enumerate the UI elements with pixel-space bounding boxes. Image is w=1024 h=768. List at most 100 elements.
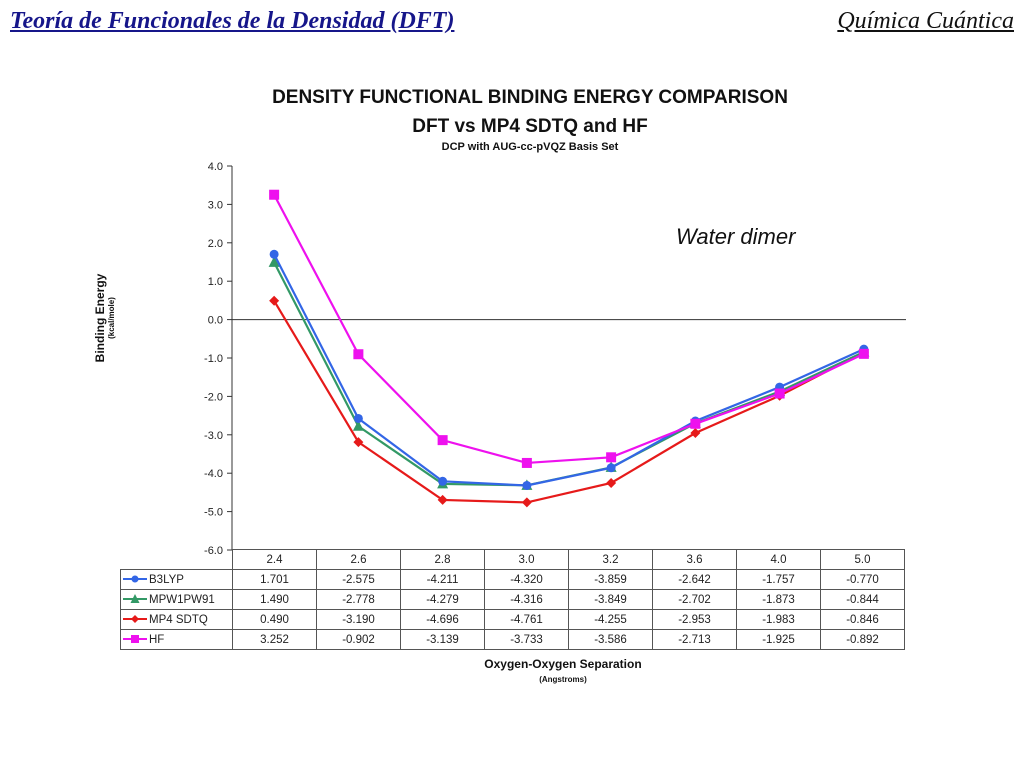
table-cell: -4.761 xyxy=(484,609,569,630)
legend-entry: MPW1PW91 xyxy=(120,589,233,610)
data-point-hf xyxy=(353,349,364,360)
x-tick-label: 3.2 xyxy=(568,549,653,570)
table-row: HF 3.252 -0.902 -3.139 -3.733 -3.586 -2.713 -1.… xyxy=(120,629,905,650)
table-cell: -1.873 xyxy=(736,589,821,610)
data-point-mp4-sdtq xyxy=(437,494,448,505)
legend-entry: MP4 SDTQ xyxy=(120,609,233,630)
x-tick-label: 5.0 xyxy=(820,549,905,570)
data-point-mp4-sdtq xyxy=(606,477,617,488)
table-cell: -0.844 xyxy=(820,589,905,610)
legend-entry: B3LYP xyxy=(120,569,233,590)
table-cell: -3.139 xyxy=(400,629,485,650)
legend-label: HF xyxy=(149,633,165,646)
table-cell: -2.953 xyxy=(652,609,737,630)
table-cell: 0.490 xyxy=(232,609,317,630)
y-tick-label: -3.0 xyxy=(204,430,223,442)
data-point-mpw1pw91 xyxy=(268,256,280,267)
table-corner xyxy=(120,549,233,570)
legend-key-icon xyxy=(123,635,147,644)
table-header-row: 2.4 2.6 2.8 3.0 3.2 3.6 4.0 5.0 xyxy=(120,549,905,570)
y-tick-label: 3.0 xyxy=(208,199,223,211)
table-cell: -0.902 xyxy=(316,629,401,650)
data-point-b3lyp xyxy=(353,413,363,423)
table-cell: -3.190 xyxy=(316,609,401,630)
slide-title: Teoría de Funcionales de la Densidad (DF… xyxy=(10,8,455,34)
table-cell: -0.770 xyxy=(820,569,905,590)
series-line-mpw1pw91 xyxy=(273,261,865,487)
data-point-hf xyxy=(774,388,785,399)
x-tick-label: 2.4 xyxy=(232,549,317,570)
data-point-mp4-sdtq xyxy=(690,427,701,438)
legend-key-icon xyxy=(123,594,147,604)
y-tick-label: 2.0 xyxy=(208,238,223,250)
y-tick-label: -4.0 xyxy=(204,468,223,480)
table-cell: -3.859 xyxy=(568,569,653,590)
table-cell: 1.490 xyxy=(232,589,317,610)
data-point-hf xyxy=(858,348,869,359)
data-point-hf xyxy=(606,452,617,463)
x-tick-label: 3.0 xyxy=(484,549,569,570)
table-cell: -2.575 xyxy=(316,569,401,590)
table-cell: -0.846 xyxy=(820,609,905,630)
chart-subtitle: DFT vs MP4 SDTQ and HF xyxy=(412,116,648,137)
table-cell: 3.252 xyxy=(232,629,317,650)
table-cell: -1.757 xyxy=(736,569,821,590)
series-line-hf xyxy=(273,194,865,465)
x-tick-label: 3.6 xyxy=(652,549,737,570)
table-cell: -3.586 xyxy=(568,629,653,650)
x-axis-label: Oxygen-Oxygen Separation xyxy=(484,657,642,671)
y-tick-label: -1.0 xyxy=(204,353,223,365)
table-cell: -2.702 xyxy=(652,589,737,610)
table-cell: -2.642 xyxy=(652,569,737,590)
chart-title: DENSITY FUNCTIONAL BINDING ENERGY COMPAR… xyxy=(272,87,788,108)
table-cell: -4.279 xyxy=(400,589,485,610)
table-cell: -4.320 xyxy=(484,569,569,590)
table-cell: -0.892 xyxy=(820,629,905,650)
y-tick-label: 0.0 xyxy=(208,315,223,327)
table-cell: -3.733 xyxy=(484,629,569,650)
data-point-hf xyxy=(437,435,448,446)
data-point-hf xyxy=(269,189,280,200)
table-cell: -4.211 xyxy=(400,569,485,590)
data-point-mp4-sdtq xyxy=(353,437,364,448)
table-cell: 1.701 xyxy=(232,569,317,590)
chart-annotation: Water dimer xyxy=(676,224,796,249)
data-point-b3lyp xyxy=(269,249,279,259)
data-point-hf xyxy=(521,457,532,468)
table-row: B3LYP 1.701 -2.575 -4.211 -4.320 -3.859 -2.642… xyxy=(120,569,905,590)
chart-subtitle-basis: DCP with AUG-cc-pVQZ Basis Set xyxy=(441,141,619,153)
legend-entry: HF xyxy=(120,629,233,650)
table-cell: -4.696 xyxy=(400,609,485,630)
data-point-hf xyxy=(690,418,701,429)
legend-key-icon xyxy=(123,615,147,624)
legend-label: MPW1PW91 xyxy=(149,593,215,606)
data-point-b3lyp xyxy=(606,463,616,473)
y-tick-label: 4.0 xyxy=(208,161,223,173)
data-point-mp4-sdtq xyxy=(521,497,532,508)
data-point-mp4-sdtq xyxy=(269,295,280,306)
x-tick-label: 2.8 xyxy=(400,549,485,570)
table-cell: -2.713 xyxy=(652,629,737,650)
table-row: MPW1PW91 1.490 -2.778 -4.279 -4.316 -3.849 -2.… xyxy=(120,589,905,610)
legend-label: B3LYP xyxy=(149,573,184,586)
y-tick-label: 1.0 xyxy=(208,276,223,288)
table-row: MP4 SDTQ 0.490 -3.190 -4.696 -4.761 -4.255 -2.… xyxy=(120,609,905,630)
series-line-mp4-sdtq xyxy=(273,300,865,504)
legend-key-icon xyxy=(123,575,147,583)
x-axis-units: (Angstroms) xyxy=(539,675,587,684)
data-point-b3lyp xyxy=(438,476,448,486)
table-cell: -2.778 xyxy=(316,589,401,610)
data-table: 2.4 2.6 2.8 3.0 3.2 3.6 4.0 5.0 B3LYP 1.701 -2.575… xyxy=(120,549,905,650)
x-tick-label: 2.6 xyxy=(316,549,401,570)
data-point-mpw1pw91 xyxy=(352,420,364,431)
course-title: Química Cuántica xyxy=(837,8,1014,34)
series-line-b3lyp xyxy=(273,253,865,487)
x-tick-label: 4.0 xyxy=(736,549,821,570)
table-cell: -1.925 xyxy=(736,629,821,650)
y-tick-label: -5.0 xyxy=(204,507,223,519)
table-cell: -3.849 xyxy=(568,589,653,610)
legend-label: MP4 SDTQ xyxy=(149,613,208,626)
table-cell: -4.316 xyxy=(484,589,569,610)
y-tick-label: -2.0 xyxy=(204,391,223,403)
